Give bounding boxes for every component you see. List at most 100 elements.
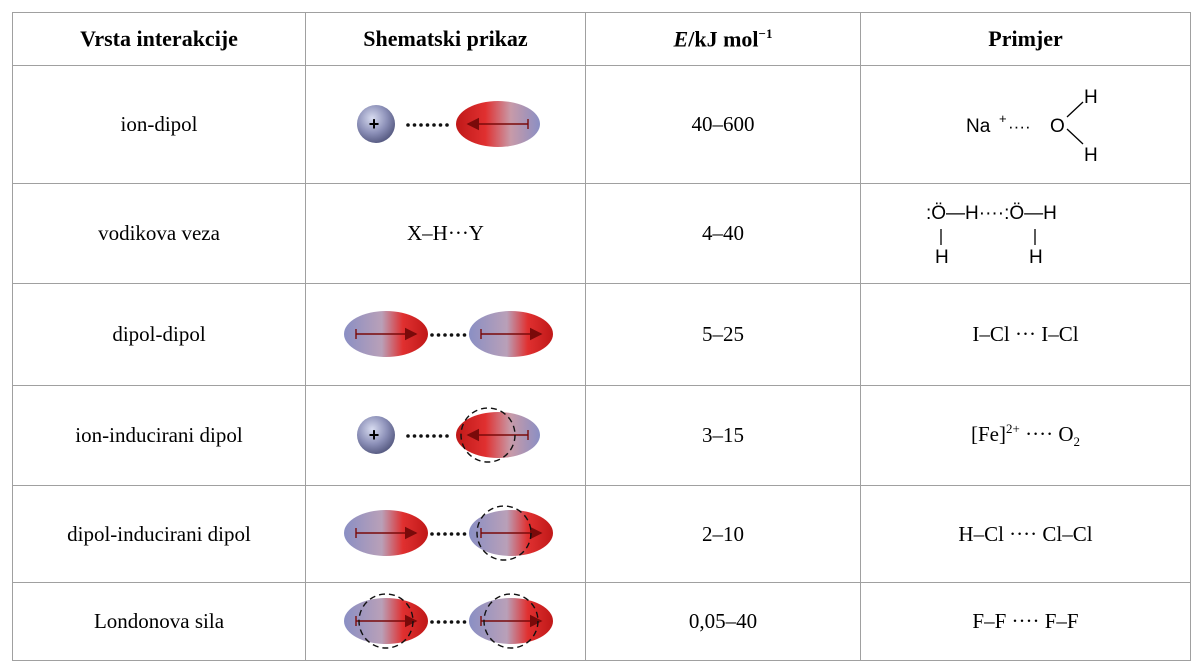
dot	[449, 532, 453, 536]
energy-cell: 4–40	[585, 183, 861, 284]
row: dipol-inducirani dipol 2–10 H–Cl ···· Cl…	[12, 485, 1191, 583]
type-cell: dipol-inducirani dipol	[12, 485, 306, 583]
dot	[425, 122, 429, 127]
schematic-cell	[305, 582, 586, 661]
row: vodikova veza X–H···Y 4–40 :Ö—H····:Ö—H …	[12, 183, 1191, 284]
energy-cell: 3–15	[585, 385, 861, 486]
dot	[462, 332, 466, 337]
hydrogen: H	[935, 247, 949, 268]
example-cell: Na + ···· O H H	[860, 65, 1191, 184]
dot	[442, 532, 447, 536]
cation: Na	[966, 116, 991, 137]
ion-charge: +	[368, 425, 379, 445]
dot	[455, 332, 460, 337]
example-cell: :Ö—H····:Ö—H H H	[860, 183, 1191, 284]
schematic-cell: X–H···Y	[305, 183, 586, 284]
energy-cell: 5–25	[585, 283, 861, 386]
induced-ring	[475, 505, 532, 561]
cation-charge: +	[999, 111, 1007, 126]
dot	[425, 433, 429, 438]
dots: ····	[1008, 117, 1031, 136]
dot	[455, 619, 460, 624]
type-cell: ion-dipol	[12, 65, 306, 184]
example-line: :Ö—H····:Ö—H	[926, 203, 1057, 224]
dot	[418, 122, 423, 127]
dot	[431, 122, 436, 127]
example-drawing: Na + ···· O H H	[966, 87, 1098, 166]
symbol: E	[673, 26, 689, 52]
example-cell: [Fe]2+ ···· O2	[860, 385, 1191, 486]
ion-charge: +	[368, 114, 379, 134]
row: Londonova sila 0,05–40 F–F ···· F–F	[12, 582, 1191, 661]
dot	[429, 619, 434, 624]
header-cell: E/kJ mol−1	[585, 12, 861, 66]
dot	[442, 332, 447, 337]
dot	[444, 433, 449, 438]
schematic: +	[356, 406, 540, 463]
example-cell: F–F ···· F–F	[860, 582, 1191, 661]
dot	[429, 332, 434, 337]
energy-cell: 40–600	[585, 65, 861, 184]
hydrogen: H	[1029, 247, 1043, 268]
row: dipol-dipol 5–25 I–Cl ··· I–Cl	[12, 283, 1191, 386]
ion	[356, 415, 395, 454]
energy-cell: 0,05–40	[585, 582, 861, 661]
dot	[449, 332, 453, 337]
row: ion-inducirani dipol + 3–15 [Fe]2+ ···· …	[12, 385, 1191, 486]
schematic-cell: +	[305, 385, 586, 486]
dot	[436, 532, 440, 536]
header-row: Vrsta interakcije Shematski prikaz E/kJ …	[12, 12, 1191, 66]
dot	[418, 433, 423, 438]
unit: /kJ mol	[688, 26, 759, 52]
dot	[412, 122, 416, 127]
type-cell: ion-inducirani dipol	[12, 385, 306, 486]
type-cell: Londonova sila	[12, 582, 306, 661]
schematic-cell	[305, 485, 586, 583]
induced-ring	[482, 592, 539, 649]
exponent: −1	[758, 25, 773, 41]
induced-ring	[357, 592, 414, 649]
interaction-table: Vrsta interakcije Shematski prikaz E/kJ …	[12, 12, 1191, 661]
header-cell: Primjer	[860, 12, 1191, 66]
ion	[356, 104, 395, 143]
dot	[436, 332, 440, 337]
charge: 2+	[1006, 420, 1020, 436]
induced-ring	[459, 406, 516, 463]
atom: O	[1050, 116, 1065, 137]
dot	[431, 433, 436, 438]
subscript: 2	[1073, 434, 1080, 450]
header-cell: Vrsta interakcije	[12, 12, 306, 66]
bond	[1066, 101, 1083, 117]
schematic	[343, 592, 553, 649]
type-cell: dipol-dipol	[12, 283, 306, 386]
dot	[442, 619, 447, 624]
schematic-cell	[305, 283, 586, 386]
dot	[449, 619, 453, 624]
dot	[462, 532, 466, 536]
energy-cell: 2–10	[585, 485, 861, 583]
example-cell: I–Cl ··· I–Cl	[860, 283, 1191, 386]
example-drawing: :Ö—H····:Ö—H H H	[926, 203, 1057, 268]
schematic	[343, 310, 553, 357]
dot	[462, 619, 466, 624]
dot	[429, 532, 434, 536]
dot	[455, 532, 460, 536]
example-cell: H–Cl ···· Cl–Cl	[860, 485, 1191, 583]
dot	[444, 122, 449, 127]
dot	[438, 122, 442, 127]
dot	[405, 122, 410, 127]
hydrogen: H	[1084, 87, 1098, 108]
header-cell: Shematski prikaz	[305, 12, 586, 66]
type-cell: vodikova veza	[12, 183, 306, 284]
dot	[436, 619, 440, 624]
dot	[405, 433, 410, 438]
schematic-cell: +	[305, 65, 586, 184]
bond	[1066, 128, 1083, 144]
formula: [Fe]	[971, 421, 1006, 446]
schematic	[343, 505, 553, 561]
dot	[412, 433, 416, 438]
formula: ···· O	[1019, 421, 1074, 446]
schematic: +	[356, 100, 540, 147]
